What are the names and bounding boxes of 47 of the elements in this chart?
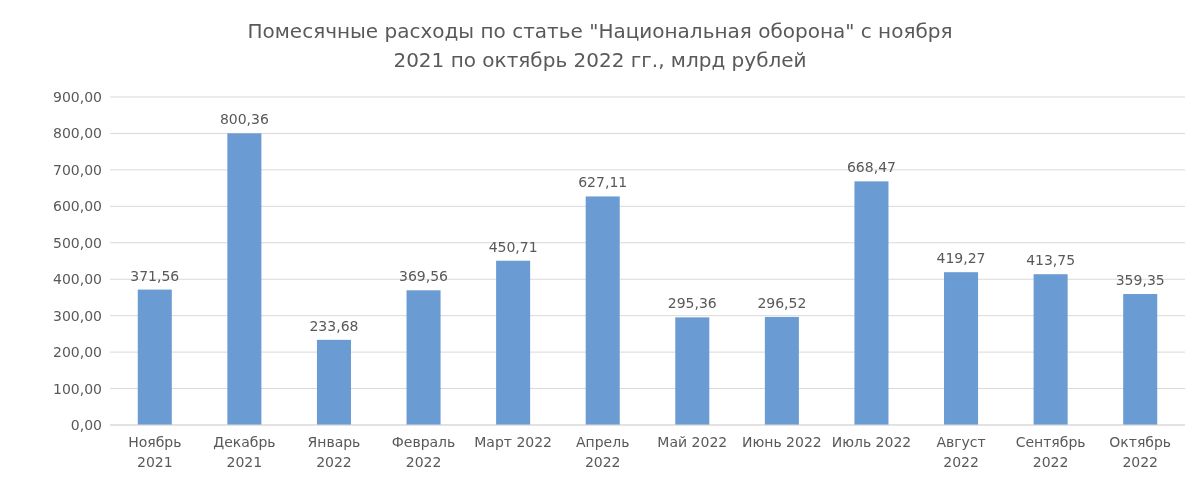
data-label: 627,11 (578, 174, 628, 191)
y-tick-label: 0,00 (70, 416, 102, 433)
x-tick-label: Июль 2022 (831, 434, 912, 450)
data-label: 359,35 (1115, 272, 1165, 289)
y-tick-label: 100,00 (53, 380, 102, 397)
data-label: 668,47 (846, 159, 896, 176)
data-label: 450,71 (488, 238, 538, 255)
bar (1033, 274, 1068, 425)
bar (585, 196, 620, 425)
bar (764, 316, 799, 425)
bar (944, 272, 979, 425)
y-tick-label: 800,00 (53, 125, 102, 142)
data-label: 800,36 (219, 111, 269, 128)
bar (1123, 294, 1158, 425)
data-label: 369,56 (399, 268, 449, 285)
data-label: 413,75 (1026, 252, 1076, 269)
data-label: 295,36 (667, 295, 717, 312)
data-label: 296,52 (757, 294, 807, 311)
x-tick-label: Февраль 2022 (391, 434, 456, 470)
x-tick-label: Май 2022 (657, 434, 728, 450)
x-tick-label: Июнь 2022 (742, 434, 822, 450)
bar (854, 181, 889, 425)
x-tick-label: Декабрь 2021 (213, 434, 276, 470)
bar (137, 289, 172, 425)
bar (227, 133, 262, 425)
x-tick-label: Январь 2022 (307, 434, 361, 470)
y-tick-label: 900,00 (53, 88, 102, 105)
bar (496, 260, 531, 425)
data-label: 371,56 (130, 267, 180, 284)
data-label: 233,68 (309, 317, 359, 334)
y-tick-label: 500,00 (53, 234, 102, 251)
bar (675, 317, 710, 425)
x-tick-label: Ноябрь 2021 (128, 434, 182, 470)
y-tick-label: 400,00 (53, 271, 102, 288)
y-tick-label: 600,00 (53, 198, 102, 215)
x-tick-label: Март 2022 (474, 434, 553, 450)
x-tick-label: Апрель 2022 (575, 434, 630, 470)
x-tick-label: Август 2022 (936, 434, 986, 470)
bar (406, 290, 441, 425)
x-tick-label: Сентябрь 2022 (1015, 434, 1086, 470)
x-tick-label: Октябрь 2022 (1109, 434, 1172, 470)
y-tick-label: 700,00 (53, 161, 102, 178)
y-tick-label: 300,00 (53, 307, 102, 324)
bar (316, 339, 351, 425)
chart-title: Помесячные расходы по статье "Национальная оборона" с ноября 2021 по октябрь 2022 гг., млрд рублей (247, 19, 953, 72)
data-label: 419,27 (936, 250, 986, 267)
y-tick-label: 200,00 (53, 344, 102, 361)
